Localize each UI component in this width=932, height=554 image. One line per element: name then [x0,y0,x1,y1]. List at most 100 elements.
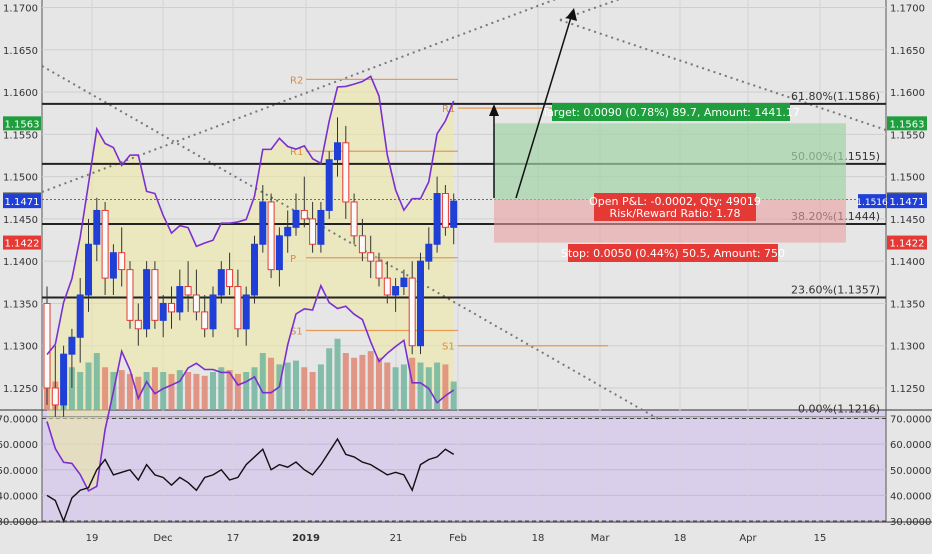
candle-body [93,209,101,245]
volume-bar [68,367,75,410]
rsi-tick-left: 30.0000 [0,517,38,528]
candle-body [192,294,200,313]
candle-body [367,252,375,262]
volume-bar [176,370,183,410]
price-badge-right [887,194,927,209]
pivot-label: R2 [290,75,303,86]
price-badge-right [887,116,927,131]
volume-bar [168,373,175,410]
candle-body [441,193,449,228]
rsi-tick-right: 70.0000 [890,415,931,426]
price-tick-right: 1.1450 [890,215,925,226]
target-zone [494,123,846,200]
candle-body [358,235,366,254]
rsi-indicator [46,437,455,523]
candle-body [43,302,51,389]
volume-bar [77,372,84,410]
price-badge-left-text: 1.1471 [5,197,40,208]
price-tick-right: 1.1350 [890,299,925,310]
fib-label: 23.60%(1.1357) [791,284,880,297]
price-badge-right-text: 1.1563 [890,119,925,130]
candle-body [267,201,275,271]
pivot-label: P [290,254,296,265]
candle-body [159,302,167,321]
candle-body [51,387,59,406]
volume-bar [376,357,382,410]
price-tick-left: 1.1500 [3,173,38,184]
candle-body [201,311,209,330]
price-tick-right: 1.1600 [890,88,925,99]
candle-body [68,336,76,355]
volume-bar [334,338,341,410]
volume-bar [259,353,266,410]
pivot-label: R1 [290,147,303,158]
pnl-label-box [594,193,756,221]
candle-body [151,269,159,321]
bollinger-fill [47,76,454,491]
candle-body [392,286,400,296]
price-badge-left-text: 1.1563 [5,119,40,130]
candle-body [433,193,441,245]
projection-arrow-2 [515,13,573,199]
candle-body [134,319,142,330]
volume-bar [392,367,399,410]
time-tick: 19 [86,533,99,544]
price-tick-right: 1.1500 [890,173,925,184]
candle-body [259,201,267,245]
volume-bar [417,362,424,410]
candlesticks [43,117,458,417]
price-tick-left: 1.1650 [3,46,38,57]
volume-bar [201,375,208,410]
volume-bar [342,353,349,410]
price-tick-right: 1.1550 [890,130,925,141]
time-tick: 15 [814,533,827,544]
price-badge-left [3,194,41,209]
candle-body [143,269,151,330]
volume-bar [234,373,241,410]
candle-body [375,260,383,279]
candle-body [109,252,117,279]
pivot-label: S1 [442,342,455,353]
candle-body [425,243,433,262]
pnl-label: Open P&L: -0.0002, Qty: 49019 [589,195,761,208]
candle-body [209,294,217,330]
fib-label: 61.80%(1.1586) [791,90,880,103]
price-badge-left [3,116,41,131]
candle-body [292,209,300,228]
time-tick: Feb [449,533,467,544]
rsi-tick-left: 60.0000 [0,440,38,451]
time-tick: Mar [591,533,611,544]
rsi-line [46,437,455,523]
price-badge-right [887,235,927,250]
candle-body [383,277,391,296]
volume-bar [384,362,391,410]
candle-body [317,209,325,245]
candle-body [251,243,258,296]
volume-bar [284,362,291,410]
mid-price-tag [858,194,886,209]
pivot-label: R1 [442,104,455,115]
volume-bar [268,357,275,410]
price-tick-left: 1.1300 [3,342,38,353]
time-tick: 2019 [292,533,320,544]
candle-body [325,159,333,211]
volume-bar [210,372,216,410]
time-axis-strip[interactable] [0,522,932,550]
candle-body [417,260,424,347]
candle-body [168,302,175,313]
candle-body [126,269,134,321]
volume-bar [160,372,167,410]
position-tool[interactable]: Target: 0.0090 (0.78%) 89.7, Amount: 144… [494,103,846,262]
rsi-pane[interactable] [42,410,886,522]
arrowhead-2 [566,8,577,21]
volume-bar [317,364,324,410]
volume-bar [118,370,125,410]
price-tick-left: 1.1400 [3,257,38,268]
rsi-tick-right: 30.0000 [890,517,931,528]
candle-body [300,209,308,220]
volume-bar [367,351,374,410]
candle-body [275,235,283,271]
candle-body [226,269,234,288]
